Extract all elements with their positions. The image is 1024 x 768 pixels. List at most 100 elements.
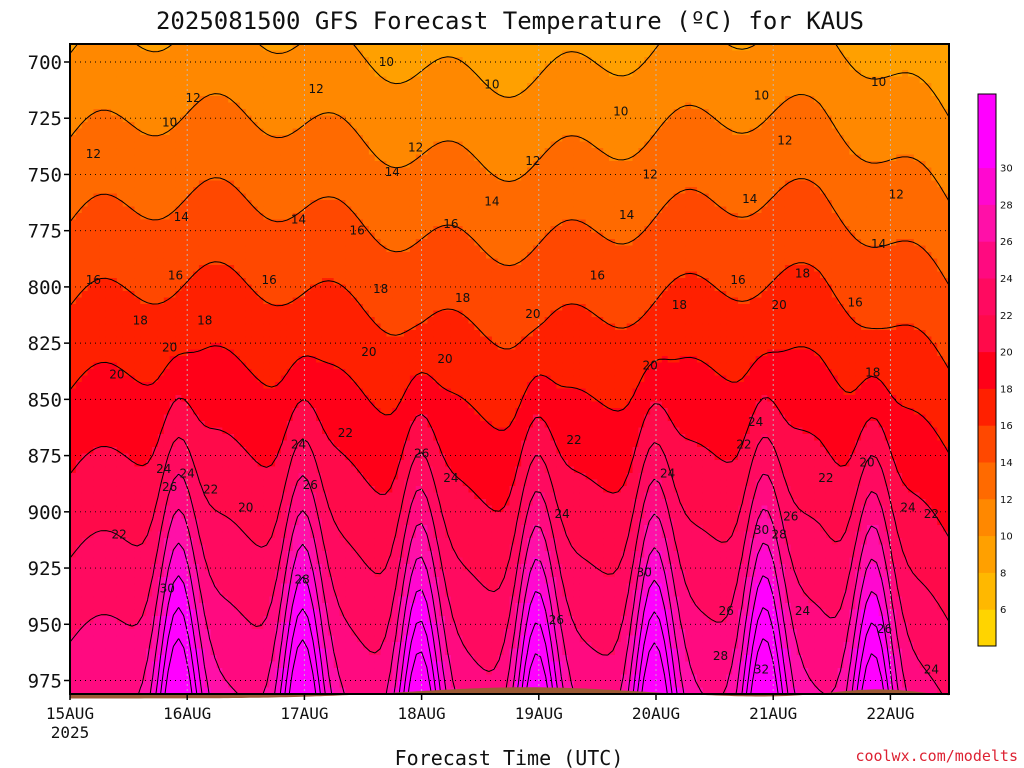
heatmap-cell — [163, 525, 171, 533]
heatmap-cell — [122, 226, 130, 234]
heatmap-cell — [134, 239, 141, 247]
heatmap-cell — [99, 596, 106, 604]
heatmap-cell — [81, 622, 89, 630]
heatmap-cell — [351, 564, 358, 572]
heatmap-cell — [304, 141, 311, 149]
heatmap-cell — [157, 141, 165, 149]
heatmap-cell — [239, 486, 247, 494]
heatmap-cell — [210, 453, 218, 461]
heatmap-cell — [163, 661, 171, 669]
heatmap-cell — [70, 388, 77, 396]
heatmap-cell — [228, 596, 235, 604]
heatmap-cell — [87, 499, 95, 507]
heatmap-cell — [280, 278, 288, 286]
heatmap-cell — [269, 583, 276, 591]
heatmap-cell — [134, 161, 141, 169]
heatmap-cell — [198, 687, 206, 694]
heatmap-cell — [116, 187, 124, 195]
heatmap-cell — [228, 609, 235, 617]
heatmap-cell — [140, 447, 147, 455]
heatmap-cell — [339, 128, 347, 136]
heatmap-cell — [310, 50, 317, 58]
heatmap-cell — [239, 265, 247, 273]
heatmap-cell — [263, 232, 270, 240]
heatmap-cell — [327, 622, 335, 630]
heatmap-cell — [140, 375, 147, 383]
heatmap-cell — [339, 330, 347, 338]
heatmap-cell — [298, 440, 305, 448]
heatmap-cell — [99, 278, 106, 286]
heatmap-cell — [152, 525, 159, 533]
heatmap-cell — [327, 96, 335, 104]
heatmap-cell — [316, 284, 323, 292]
heatmap-cell — [75, 213, 83, 221]
heatmap-cell — [181, 57, 188, 65]
heatmap-cell — [286, 401, 294, 409]
heatmap-cell — [187, 258, 194, 266]
heatmap-cell — [292, 492, 300, 500]
heatmap-cell — [198, 505, 206, 513]
heatmap-cell — [222, 258, 229, 266]
heatmap-cell — [111, 44, 118, 52]
heatmap-cell — [140, 343, 147, 351]
heatmap-cell — [187, 63, 194, 71]
heatmap-cell — [292, 63, 300, 71]
heatmap-cell — [239, 63, 247, 71]
heatmap-cell — [210, 206, 218, 214]
heatmap-cell — [146, 473, 153, 481]
heatmap-cell — [140, 479, 147, 487]
heatmap-cell — [275, 655, 282, 663]
heatmap-cell — [333, 154, 341, 162]
heatmap-cell — [269, 109, 276, 117]
heatmap-cell — [234, 232, 241, 240]
heatmap-cell — [175, 473, 182, 481]
heatmap-cell — [187, 200, 194, 208]
heatmap-cell — [245, 473, 253, 481]
heatmap-cell — [292, 447, 300, 455]
heatmap-cell — [275, 252, 282, 260]
heatmap-cell — [81, 161, 89, 169]
heatmap-cell — [87, 135, 95, 143]
heatmap-cell — [134, 531, 141, 539]
heatmap-cell — [286, 232, 294, 240]
heatmap-cell — [216, 609, 223, 617]
heatmap-cell — [146, 102, 153, 110]
heatmap-cell — [345, 291, 352, 299]
heatmap-cell — [210, 486, 218, 494]
heatmap-cell — [70, 518, 77, 526]
heatmap-cell — [81, 89, 89, 97]
heatmap-cell — [327, 128, 335, 136]
heatmap-cell — [105, 141, 112, 149]
heatmap-cell — [251, 109, 259, 117]
heatmap-cell — [105, 70, 112, 78]
heatmap-cell — [198, 369, 206, 377]
heatmap-cell — [257, 421, 264, 429]
heatmap-cell — [193, 128, 200, 136]
heatmap-cell — [245, 629, 253, 637]
heatmap-cell — [93, 460, 100, 468]
heatmap-cell — [116, 577, 124, 585]
heatmap-cell — [105, 609, 112, 617]
heatmap-cell — [70, 661, 77, 669]
heatmap-cell — [239, 382, 247, 390]
heatmap-cell — [152, 564, 159, 572]
heatmap-cell — [298, 284, 305, 292]
heatmap-cell — [75, 362, 83, 370]
heatmap-cell — [280, 122, 288, 130]
heatmap-cell — [298, 486, 305, 494]
heatmap-cell — [193, 89, 200, 97]
heatmap-cell — [75, 622, 83, 630]
heatmap-cell — [187, 232, 194, 240]
heatmap-cell — [157, 284, 165, 292]
heatmap-cell — [286, 310, 294, 318]
heatmap-cell — [193, 453, 200, 461]
heatmap-cell — [275, 343, 282, 351]
heatmap-cell — [122, 395, 130, 403]
heatmap-cell — [292, 57, 300, 65]
heatmap-cell — [327, 122, 335, 130]
heatmap-cell — [222, 336, 229, 344]
heatmap-cell — [345, 343, 352, 351]
heatmap-cell — [216, 245, 223, 253]
heatmap-cell — [134, 590, 141, 598]
heatmap-cell — [111, 382, 118, 390]
